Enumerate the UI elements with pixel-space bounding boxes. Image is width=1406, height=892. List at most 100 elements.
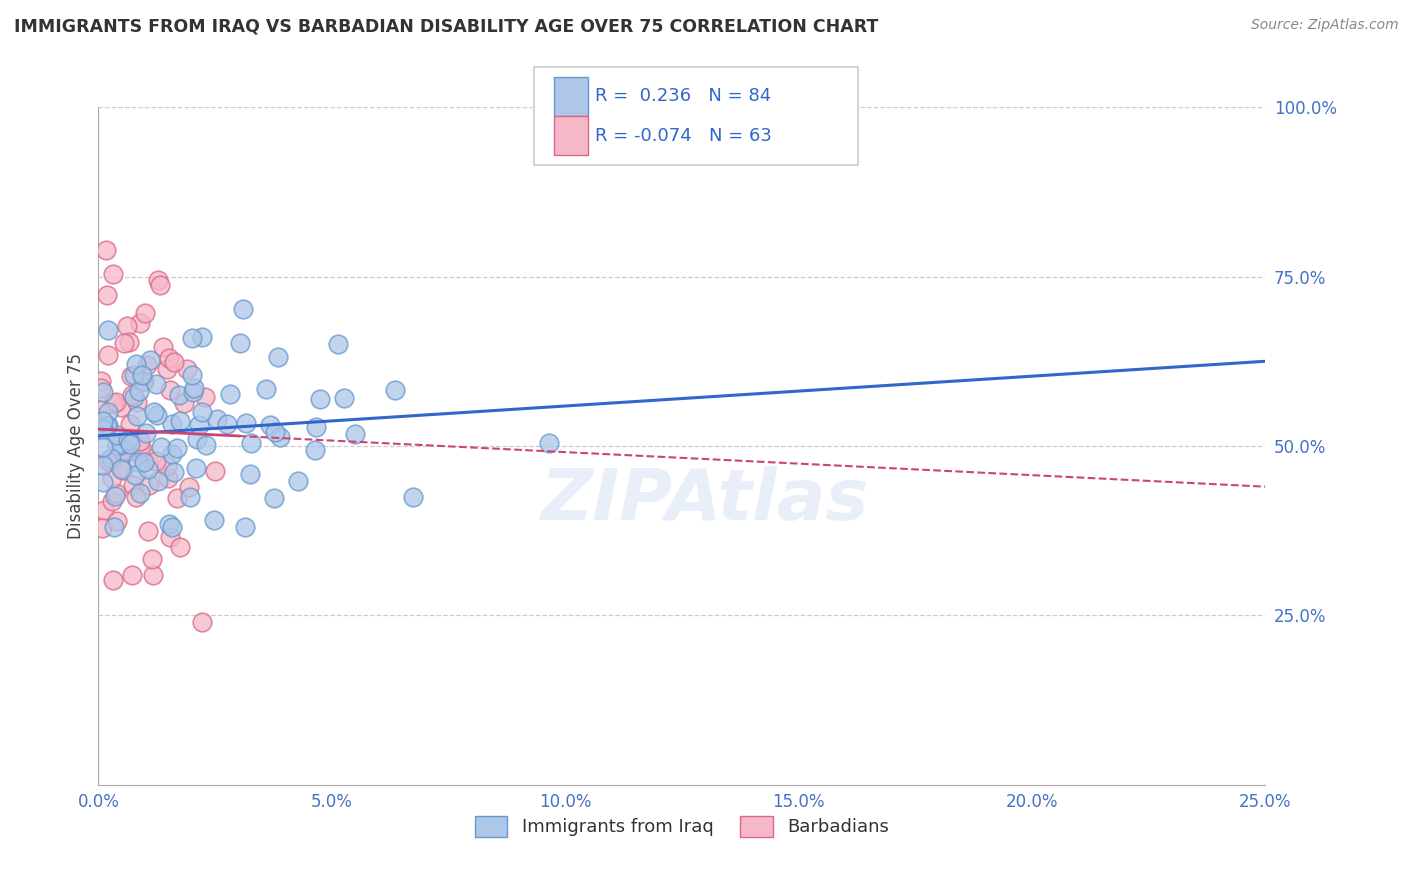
Point: [384, 384, 406, 398]
Point: [217, 417, 239, 431]
Point: [152, 340, 174, 354]
Point: [163, 355, 186, 369]
Point: [114, 445, 136, 459]
Point: [101, 573, 124, 587]
Point: [162, 520, 184, 534]
Point: [132, 455, 155, 469]
Point: [159, 530, 181, 544]
Point: [122, 390, 145, 404]
Point: [195, 438, 218, 452]
Point: [91, 384, 114, 399]
Point: [93, 458, 115, 473]
Point: [127, 409, 149, 423]
Point: [160, 417, 183, 431]
Point: [105, 427, 128, 442]
Text: ZIPAtlas: ZIPAtlas: [541, 466, 869, 534]
Point: [167, 388, 190, 402]
Point: [90, 374, 112, 388]
Point: [157, 516, 180, 531]
Point: [538, 435, 561, 450]
Point: [135, 426, 157, 441]
Point: [267, 351, 290, 365]
Point: [90, 381, 112, 395]
Point: [148, 474, 170, 488]
Point: [204, 464, 226, 478]
Point: [120, 417, 142, 432]
Point: [179, 479, 201, 493]
Point: [134, 374, 156, 388]
Legend: Immigrants from Iraq, Barbadians: Immigrants from Iraq, Barbadians: [467, 808, 897, 844]
Point: [240, 436, 263, 450]
Point: [120, 443, 142, 458]
Point: [180, 331, 202, 345]
Point: [138, 478, 160, 492]
Point: [138, 352, 160, 367]
Point: [181, 385, 204, 400]
Point: [142, 405, 165, 419]
Point: [190, 330, 212, 344]
Point: [121, 568, 143, 582]
Point: [202, 513, 225, 527]
Point: [166, 442, 188, 456]
Point: [97, 418, 120, 433]
Point: [103, 520, 125, 534]
Point: [118, 436, 141, 450]
Point: [229, 336, 252, 351]
Point: [103, 395, 125, 409]
Point: [91, 414, 114, 428]
Point: [156, 362, 179, 376]
Point: [104, 490, 127, 504]
Point: [104, 486, 127, 500]
Point: [159, 383, 181, 397]
Point: [157, 351, 180, 366]
Point: [136, 524, 159, 538]
Point: [107, 438, 129, 452]
Point: [111, 444, 134, 458]
Point: [304, 442, 326, 457]
Point: [146, 273, 169, 287]
Point: [90, 403, 112, 417]
Point: [232, 301, 254, 316]
Point: [156, 458, 179, 473]
Text: Source: ZipAtlas.com: Source: ZipAtlas.com: [1251, 18, 1399, 32]
Point: [308, 392, 330, 406]
Point: [100, 451, 122, 466]
Point: [117, 318, 139, 333]
Point: [91, 440, 114, 454]
Point: [112, 335, 135, 350]
Point: [128, 316, 150, 330]
Point: [326, 337, 349, 351]
Point: [333, 391, 356, 405]
Point: [105, 514, 128, 528]
Point: [269, 430, 291, 444]
Text: IMMIGRANTS FROM IRAQ VS BARBADIAN DISABILITY AGE OVER 75 CORRELATION CHART: IMMIGRANTS FROM IRAQ VS BARBADIAN DISABI…: [14, 18, 879, 36]
Point: [145, 454, 167, 468]
Point: [169, 540, 191, 554]
Point: [125, 490, 148, 504]
Point: [343, 426, 366, 441]
Point: [305, 420, 328, 434]
Point: [91, 422, 114, 436]
Text: R = -0.074   N = 63: R = -0.074 N = 63: [595, 127, 772, 145]
Point: [205, 412, 228, 426]
Point: [128, 384, 150, 399]
Point: [127, 455, 149, 469]
Point: [188, 417, 211, 432]
Point: [194, 390, 217, 404]
Point: [121, 477, 143, 491]
Point: [166, 491, 188, 505]
Point: [179, 491, 201, 505]
Point: [169, 414, 191, 428]
Point: [191, 404, 214, 418]
Point: [97, 454, 120, 468]
Point: [93, 503, 115, 517]
Y-axis label: Disability Age Over 75: Disability Age Over 75: [66, 353, 84, 539]
Point: [96, 287, 118, 301]
Point: [218, 386, 240, 401]
Point: [96, 243, 118, 257]
Point: [117, 433, 139, 447]
Point: [129, 440, 152, 454]
Point: [91, 475, 114, 490]
Point: [97, 323, 120, 337]
Point: [125, 395, 148, 409]
